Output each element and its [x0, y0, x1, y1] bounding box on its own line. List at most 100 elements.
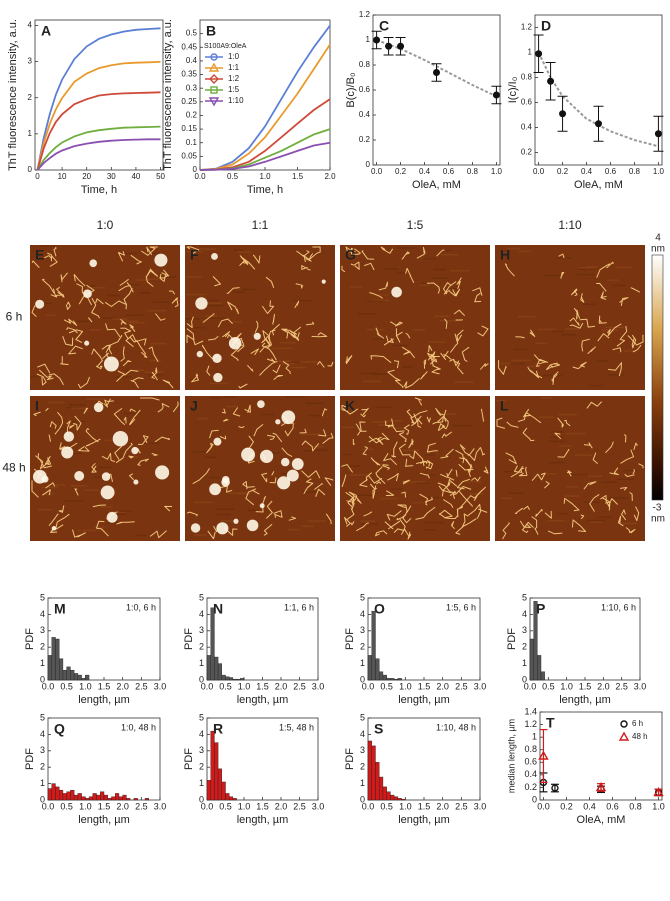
afm-noise: [547, 519, 565, 522]
legend-label: 1:2: [228, 74, 240, 83]
afm-background: [185, 396, 335, 541]
afm-noise: [205, 317, 225, 319]
histogram-bar: [401, 798, 406, 801]
afm-image: [30, 396, 180, 541]
afm-noise: [198, 248, 216, 250]
fibril: [345, 354, 353, 365]
fibril: [455, 469, 458, 477]
afm-noise: [134, 534, 147, 537]
aggregate: [291, 458, 304, 470]
fibril: [596, 263, 611, 278]
afm-noise: [613, 284, 626, 287]
legend-title: S100A9:OleA: [204, 43, 247, 50]
y-tick-label: 0.2: [186, 111, 198, 120]
fibril: [459, 491, 474, 507]
histogram-bar: [214, 656, 219, 681]
fibril: [54, 411, 64, 435]
fibril: [502, 522, 510, 540]
afm-noise: [431, 277, 449, 279]
afm-noise: [440, 249, 452, 252]
fibril: [427, 352, 440, 359]
plot-frame: [372, 14, 501, 166]
fibril: [85, 438, 101, 447]
afm-noise: [223, 396, 236, 398]
aggregate: [196, 350, 204, 358]
fibril: [154, 436, 171, 443]
fibril: [558, 253, 565, 259]
legend-label: 1:1: [228, 63, 240, 72]
panel-letter: P: [536, 601, 545, 617]
histogram-bar: [47, 655, 52, 681]
fibril: [118, 285, 131, 292]
afm-noise: [301, 525, 314, 527]
afm-noise: [301, 491, 321, 493]
afm-noise: [82, 285, 97, 287]
fibril: [347, 247, 360, 256]
fibril: [419, 472, 430, 479]
y-tick-label: 1: [528, 48, 533, 57]
fibril: [265, 500, 273, 519]
fibril: [138, 435, 149, 445]
fibril: [396, 514, 407, 521]
fibril: [432, 415, 449, 425]
fibril: [550, 363, 561, 368]
fibril: [510, 465, 524, 478]
fibril: [459, 444, 475, 456]
x-tick-label: 1.0: [79, 801, 92, 811]
histogram-bar: [70, 669, 75, 681]
fibril: [263, 523, 273, 536]
annotation: 1:5, 6 h: [446, 602, 476, 612]
y-tick-label: 5: [199, 592, 204, 602]
afm-noise: [97, 466, 112, 469]
annotation: 1:0, 48 h: [121, 722, 156, 732]
fibril: [68, 424, 75, 429]
fibril: [206, 365, 211, 376]
fibril: [397, 504, 412, 513]
column-label: 1:10: [558, 218, 582, 232]
afm-noise: [393, 344, 409, 347]
fibril: [629, 491, 633, 501]
marker: [595, 782, 607, 792]
x-axis-label: OleA, mM: [412, 179, 461, 191]
y-tick-label: 0.4: [524, 769, 537, 779]
fibril: [435, 408, 444, 416]
fibril: [443, 282, 452, 295]
x-tick-label: 30: [107, 172, 116, 181]
afm-noise: [30, 375, 43, 378]
fibril: [58, 505, 65, 513]
afm-noise: [374, 294, 390, 296]
aggregate: [155, 465, 170, 480]
fibril: [362, 446, 368, 456]
fibril: [350, 521, 355, 526]
fibril: [341, 474, 347, 488]
x-tick-label: 0.4: [583, 801, 596, 811]
histogram-bar: [540, 671, 545, 681]
fibril: [272, 432, 283, 443]
y-axis-label: PDF: [344, 748, 356, 770]
y-tick-label: 5: [199, 712, 204, 722]
y-tick-label: 1.2: [359, 10, 371, 19]
afm-noise: [241, 288, 256, 291]
afm-noise: [210, 397, 222, 399]
fibril: [78, 445, 90, 452]
fibril: [186, 246, 200, 256]
histogram-bar: [375, 658, 380, 681]
afm-noise: [159, 276, 176, 278]
row-label: 6 h: [6, 310, 23, 324]
line-series: [199, 44, 331, 171]
fibril: [37, 363, 51, 374]
afm-noise: [380, 497, 399, 500]
afm-noise: [383, 268, 399, 270]
afm-noise: [395, 272, 407, 274]
x-axis-label: length, µm: [78, 814, 130, 826]
fibril: [261, 342, 277, 361]
row-label: 48 h: [2, 461, 25, 475]
fibril: [427, 353, 435, 361]
fibril: [583, 442, 593, 449]
fibril: [408, 438, 414, 449]
afm-noise: [272, 347, 293, 350]
fibril: [370, 457, 381, 466]
afm-noise: [443, 413, 456, 415]
aggregate: [154, 253, 168, 267]
fibril: [385, 490, 395, 497]
